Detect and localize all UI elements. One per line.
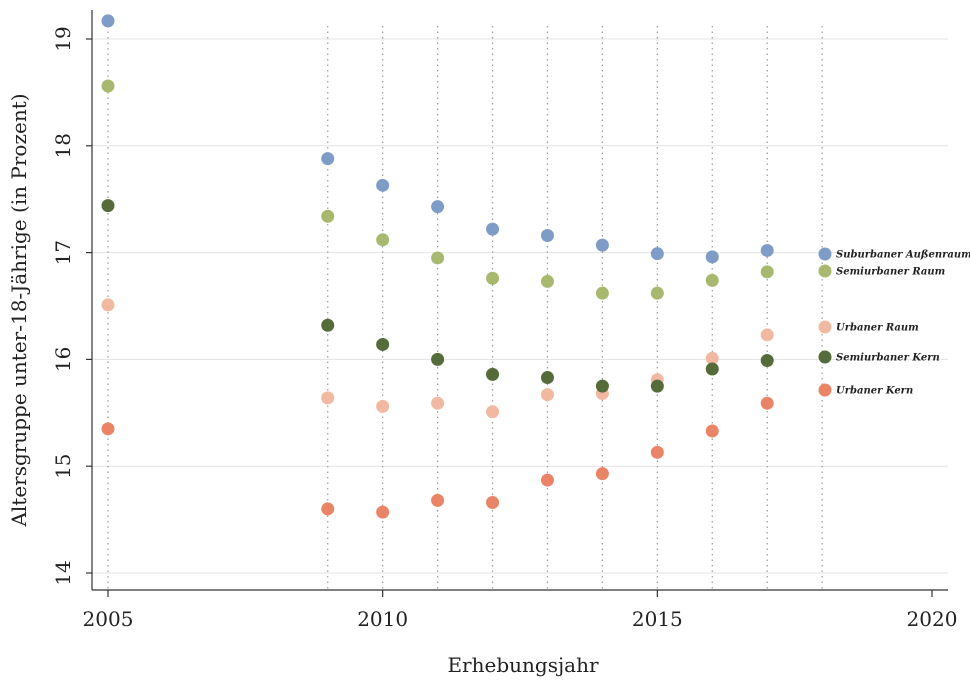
- x-tick-label: 2010: [357, 607, 408, 631]
- y-tick-label: 16: [51, 347, 75, 372]
- x-tick-label: 2020: [907, 607, 958, 631]
- data-point: [486, 271, 500, 285]
- data-point: [431, 251, 445, 265]
- axes: [91, 10, 948, 591]
- data-point: [650, 247, 664, 261]
- series-0: [101, 14, 774, 264]
- legend-entry: Urbaner Raum: [818, 320, 919, 334]
- data-point: [101, 199, 115, 213]
- y-tick-label: 17: [51, 240, 75, 265]
- data-point: [595, 238, 609, 252]
- legend-label: Semiurbaner Kern: [836, 353, 940, 364]
- data-point: [101, 14, 115, 28]
- x-axis-title: Erhebungsjahr: [447, 653, 599, 677]
- data-point: [595, 379, 609, 393]
- legend-marker: [818, 247, 832, 261]
- grid-layer: [92, 38, 948, 574]
- data-point: [321, 318, 335, 332]
- legend-label: Suburbaner Außenraum: [836, 250, 970, 261]
- data-point: [486, 496, 500, 510]
- data-point: [595, 286, 609, 300]
- data-point: [321, 391, 335, 405]
- data-point: [540, 371, 554, 385]
- legend-entry: Urbaner Kern: [818, 383, 913, 397]
- data-point: [431, 352, 445, 366]
- y-tick-label: 18: [51, 133, 75, 158]
- data-point: [101, 79, 115, 93]
- data-point: [431, 493, 445, 507]
- data-point: [540, 473, 554, 487]
- data-point: [376, 178, 390, 192]
- data-point: [650, 286, 664, 300]
- data-point: [486, 367, 500, 381]
- series-1: [101, 79, 774, 300]
- legend-entry: Semiurbaner Kern: [818, 350, 940, 364]
- data-point: [760, 328, 774, 342]
- data-point: [376, 233, 390, 247]
- year-reference-lines: [107, 26, 823, 590]
- data-point: [101, 298, 115, 312]
- data-point: [650, 445, 664, 459]
- data-point: [705, 273, 719, 287]
- data-point: [321, 502, 335, 516]
- data-point: [376, 399, 390, 413]
- legend-marker: [818, 320, 832, 334]
- data-points: [101, 14, 774, 519]
- legend-marker: [818, 264, 832, 278]
- data-point: [705, 424, 719, 438]
- data-point: [705, 362, 719, 376]
- data-point: [650, 379, 664, 393]
- y-tick-label: 14: [51, 560, 75, 585]
- data-point: [595, 467, 609, 481]
- data-point: [540, 229, 554, 243]
- legend-entry: Semiurbaner Raum: [818, 264, 945, 278]
- series-3: [101, 199, 774, 393]
- legend-label: Urbaner Raum: [836, 323, 919, 334]
- data-point: [760, 243, 774, 257]
- x-tick-label: 2005: [83, 607, 134, 631]
- data-point: [540, 388, 554, 402]
- tick-layer: 14 15 16 17 18 19 2005 2010 2015 2020: [51, 26, 957, 631]
- data-point: [760, 265, 774, 279]
- legend: Suburbaner Außenraum Semiurbaner Raum Urba…: [818, 247, 970, 397]
- x-tick-label: 2015: [632, 607, 683, 631]
- data-point: [705, 351, 719, 365]
- data-point: [540, 274, 554, 288]
- data-point: [486, 405, 500, 419]
- data-point: [376, 505, 390, 519]
- data-point: [760, 396, 774, 410]
- data-point: [760, 353, 774, 367]
- y-tick-label: 15: [51, 453, 75, 478]
- data-point: [321, 209, 335, 223]
- legend-label: Urbaner Kern: [836, 386, 913, 397]
- y-axis-title: Altersgruppe unter-18-Jährige (in Prozen…: [7, 93, 31, 527]
- data-point: [705, 250, 719, 264]
- data-point: [321, 152, 335, 166]
- data-point: [376, 337, 390, 351]
- data-point: [431, 200, 445, 214]
- legend-marker: [818, 350, 832, 364]
- data-point: [431, 396, 445, 410]
- y-tick-label: 19: [51, 26, 75, 51]
- series-4: [101, 396, 774, 519]
- legend-label: Semiurbaner Raum: [836, 267, 945, 278]
- legend-entry: Suburbaner Außenraum: [818, 247, 970, 261]
- legend-marker: [818, 383, 832, 397]
- data-point: [101, 422, 115, 436]
- data-point: [486, 222, 500, 236]
